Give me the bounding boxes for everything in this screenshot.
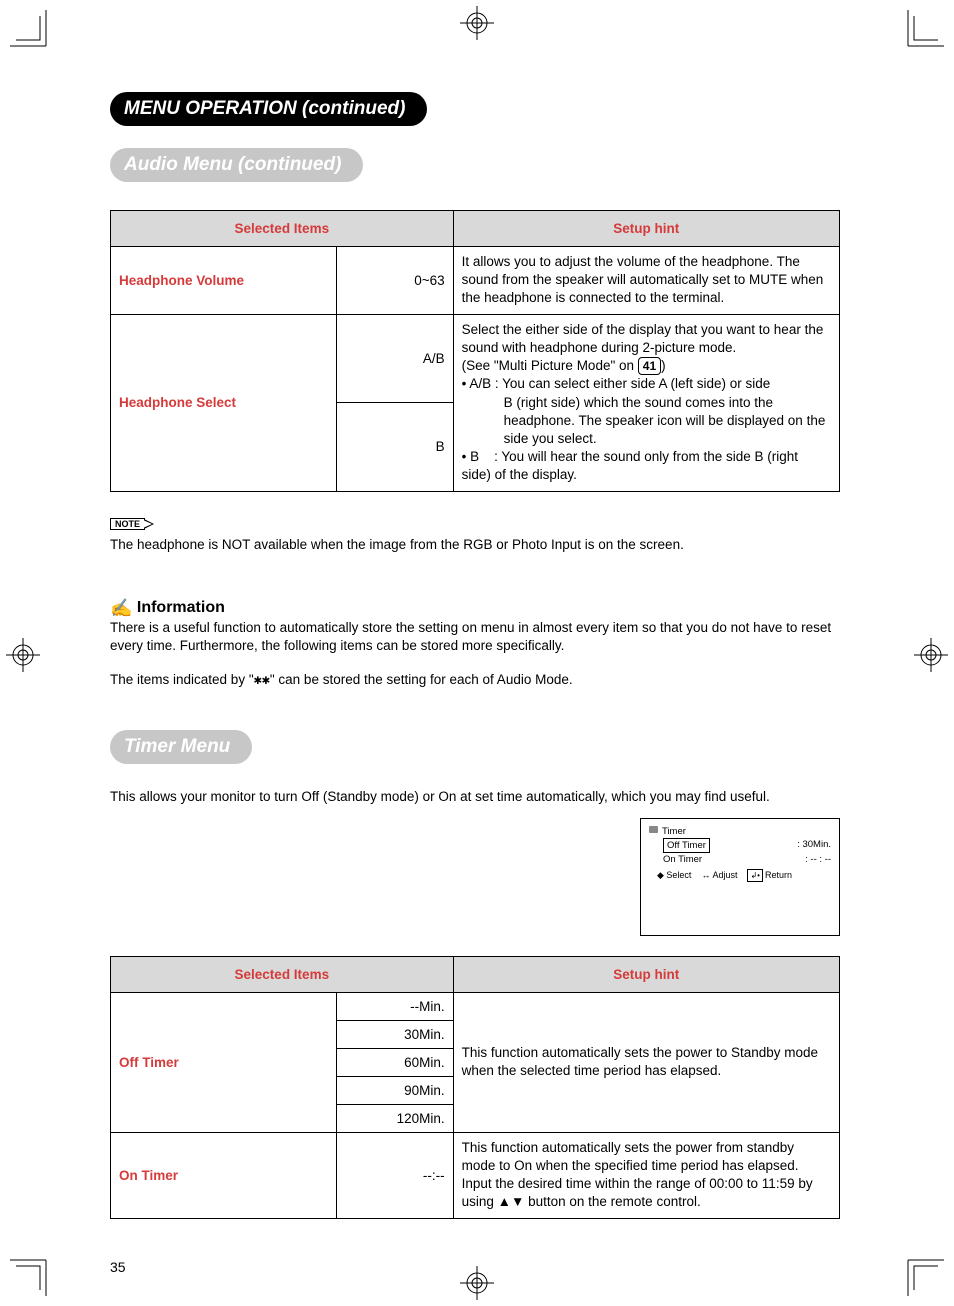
osd-return-label: Return <box>765 870 792 880</box>
audio-table: Selected Items Setup hint Headphone Volu… <box>110 210 840 492</box>
info-t2-stars: ✱✱ <box>254 672 270 688</box>
osd-off-label: Off Timer <box>663 838 710 853</box>
row-off-timer: Off Timer <box>111 992 337 1132</box>
timer-col-items: Selected Items <box>111 956 454 992</box>
off-v2: 60Min. <box>336 1048 453 1076</box>
information-text2: The items indicated by "✱✱" can be store… <box>110 671 840 689</box>
hint-headphone-volume: It allows you to adjust the volume of th… <box>453 247 839 315</box>
pencil-icon: ✍ <box>110 598 132 618</box>
hint-hs-ab-2: B (right side) which the sound comes int… <box>462 394 831 449</box>
osd-title: Timer <box>649 825 831 838</box>
hint-hs-b: • B : You will hear the sound only from … <box>462 449 798 482</box>
registration-mark-right <box>914 638 948 672</box>
val-headphone-select-ab: A/B <box>336 314 453 402</box>
note-label: NOTE <box>110 518 145 530</box>
hint-headphone-select: Select the either side of the display th… <box>453 314 839 491</box>
hint-hs-b-label: • B <box>462 449 479 464</box>
row-on-timer: On Timer <box>111 1132 337 1218</box>
note-text: The headphone is NOT available when the … <box>110 536 840 554</box>
val-headphone-volume: 0~63 <box>336 247 453 315</box>
information-text1: There is a useful function to automatica… <box>110 619 840 655</box>
osd-bottom-bar: ◆ Select ↔ Adjust ↲•Return <box>649 869 831 882</box>
osd-select-label: Select <box>666 870 691 880</box>
audio-col-hint: Setup hint <box>453 211 839 247</box>
osd-adjust-label: Adjust <box>712 870 737 880</box>
osd-return-icon: ↲•Return <box>747 869 792 882</box>
hint-hs-see: (See "Multi Picture Mode" on <box>462 358 638 373</box>
val-headphone-select-b: B <box>336 403 453 491</box>
osd-preview: Timer Off Timer : 30Min. On Timer : -- :… <box>640 818 840 936</box>
section-title-audio: Audio Menu (continued) <box>110 148 363 182</box>
info-t2-pre: The items indicated by " <box>110 672 254 687</box>
row-headphone-volume: Headphone Volume <box>111 247 337 315</box>
off-v3: 90Min. <box>336 1076 453 1104</box>
section-title-main: MENU OPERATION (continued) <box>110 92 427 126</box>
osd-select-icon: ◆ Select <box>657 869 691 882</box>
off-v0: --Min. <box>336 992 453 1020</box>
info-t2-post: " can be stored the setting for each of … <box>270 672 573 687</box>
crop-mark-tl <box>10 10 56 56</box>
off-v4: 120Min. <box>336 1104 453 1132</box>
page-content: MENU OPERATION (continued) Audio Menu (c… <box>110 92 840 1275</box>
row-headphone-select: Headphone Select <box>111 314 337 491</box>
timer-col-hint: Setup hint <box>453 956 839 992</box>
hint-on-timer: This function automatically sets the pow… <box>453 1132 839 1218</box>
hint-hs-ab: • A/B : You can select either side A (le… <box>462 376 771 391</box>
hint-hs-b-text: : You will hear the sound only from the … <box>462 449 798 482</box>
timer-intro: This allows your monitor to turn Off (St… <box>110 788 840 806</box>
crop-mark-tr <box>898 10 944 56</box>
crop-mark-br <box>898 1250 944 1296</box>
on-v: --:-- <box>336 1132 453 1218</box>
osd-row-off: Off Timer : 30Min. <box>649 838 831 853</box>
hint-hs-intro: Select the either side of the display th… <box>462 322 824 355</box>
timer-table: Selected Items Setup hint Off Timer --Mi… <box>110 956 840 1219</box>
osd-off-val: : 30Min. <box>797 838 831 853</box>
audio-col-items: Selected Items <box>111 211 454 247</box>
osd-on-val: : -- : -- <box>805 853 831 866</box>
hint-off-timer: This function automatically sets the pow… <box>453 992 839 1132</box>
osd-on-label: On Timer <box>663 853 702 866</box>
crop-mark-bl <box>10 1250 56 1296</box>
osd-row-on: On Timer : -- : -- <box>649 853 831 866</box>
registration-mark-top <box>460 6 494 40</box>
page-number: 35 <box>110 1259 840 1275</box>
hint-hs-see-close: ) <box>661 358 666 373</box>
registration-mark-left <box>6 638 40 672</box>
off-v1: 30Min. <box>336 1020 453 1048</box>
page-ref-41: 41 <box>638 357 661 375</box>
section-title-timer: Timer Menu <box>110 730 252 764</box>
information-label: Information <box>137 599 225 616</box>
osd-adjust-icon: ↔ Adjust <box>701 869 737 882</box>
